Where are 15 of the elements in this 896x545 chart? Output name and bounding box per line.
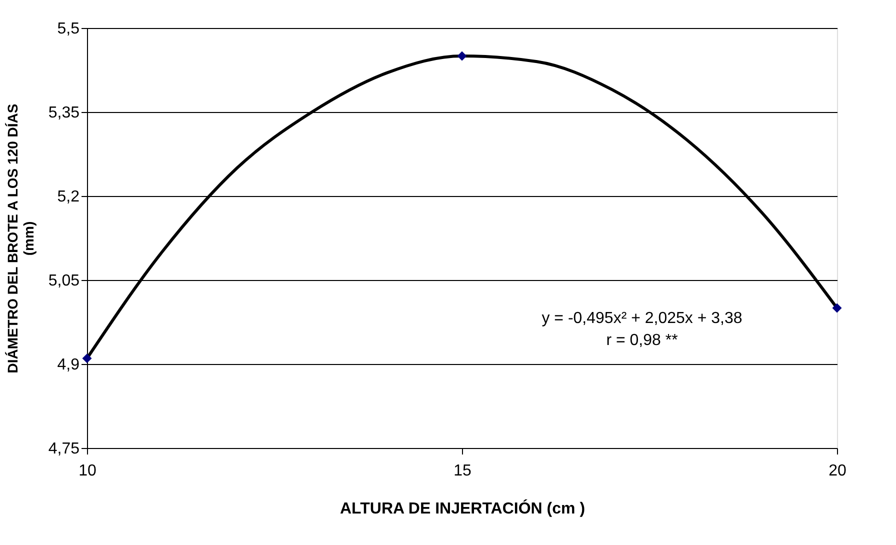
annotation: r = 0,98 ** [606,332,678,349]
y-tick-label: 4,75 [48,440,80,458]
x-tick-label: 20 [828,462,846,480]
point [457,51,467,61]
y-tick-label: 5,2 [57,188,80,206]
y-axis-title: DIÁMETRO DEL BROTE A LOS 120 DÍAS (mm) [4,104,36,374]
annotation: y = -0,495x² + 2,025x + 3,38 [542,310,742,327]
y-tick-label: 5,35 [48,104,80,122]
y-tick-label: 4,9 [57,356,80,374]
y-tick-label: 5,5 [57,20,80,38]
point [832,303,842,313]
y-tick-label: 5,05 [48,272,80,290]
x-tick-label: 10 [78,462,96,480]
x-tick-label: 15 [454,462,472,480]
x-axis-title: ALTURA DE INJERTACIÓN (cm ) [340,498,586,518]
